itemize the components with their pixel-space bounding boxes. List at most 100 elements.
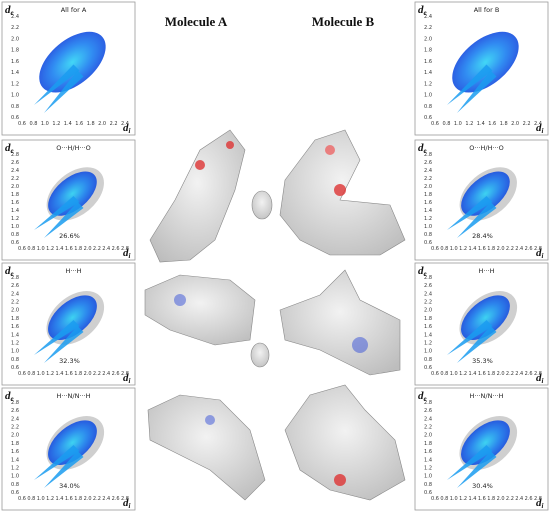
y-tick-label: 1.0 bbox=[11, 474, 19, 480]
spike bbox=[457, 451, 497, 488]
panel-label: All for A bbox=[61, 6, 87, 14]
x-tick-label: 1.4 bbox=[468, 371, 476, 377]
panel-label: H···N/N···H bbox=[469, 392, 503, 400]
x-tick-label: 1.6 bbox=[75, 121, 83, 127]
x-tick-label: 2.8 bbox=[121, 246, 129, 252]
y-tick-label: 2.6 bbox=[11, 160, 19, 166]
x-tick-label: 1.2 bbox=[465, 121, 473, 127]
y-tick-label: 1.4 bbox=[11, 457, 19, 463]
y-tick-label: 2.0 bbox=[424, 433, 432, 439]
y-tick-label: 2.4 bbox=[424, 291, 432, 297]
x-tick-label: 1.6 bbox=[478, 371, 486, 377]
y-tick-label: 2.6 bbox=[11, 283, 19, 289]
x-tick-label: 1.6 bbox=[478, 496, 486, 502]
y-tick-label: 0.6 bbox=[424, 240, 432, 246]
y-tick-label: 1.2 bbox=[11, 340, 19, 346]
spike bbox=[44, 70, 84, 113]
y-tick-label: 0.8 bbox=[424, 232, 432, 238]
x-tick-label: 1.6 bbox=[65, 496, 73, 502]
spike bbox=[457, 202, 497, 238]
y-tick-label: 2.6 bbox=[11, 408, 19, 414]
y-tick-label: 1.0 bbox=[424, 474, 432, 480]
cloud bbox=[48, 420, 97, 465]
x-tick-label: 1.8 bbox=[74, 371, 82, 377]
panel-border bbox=[1, 1, 136, 136]
spike bbox=[44, 326, 84, 363]
x-tick-label: 2.4 bbox=[102, 371, 110, 377]
x-tick-label: 2.6 bbox=[112, 496, 120, 502]
y-tick-label: 2.8 bbox=[11, 400, 19, 406]
panel-border bbox=[414, 387, 549, 511]
x-axis-label: di bbox=[123, 372, 131, 385]
y-axis-symbol: d bbox=[418, 265, 424, 277]
panel-border bbox=[414, 262, 549, 386]
y-axis-subscript: e bbox=[11, 270, 14, 278]
y-axis-label: de bbox=[5, 390, 14, 403]
x-axis-symbol: d bbox=[536, 122, 542, 134]
spike bbox=[34, 320, 80, 355]
cloud bbox=[48, 171, 97, 216]
x-tick-label: 1.4 bbox=[55, 496, 63, 502]
y-tick-label: 2.8 bbox=[11, 152, 19, 158]
x-tick-label: 0.8 bbox=[440, 496, 448, 502]
y-tick-label: 1.6 bbox=[11, 200, 19, 206]
x-tick-label: 1.4 bbox=[468, 246, 476, 252]
x-axis-subscript: i bbox=[129, 377, 131, 385]
y-axis-subscript: e bbox=[11, 147, 14, 155]
y-axis-label: de bbox=[418, 4, 427, 17]
y-axis-label: de bbox=[5, 4, 14, 17]
x-axis-label: di bbox=[536, 497, 544, 510]
y-tick-label: 1.4 bbox=[11, 332, 19, 338]
spike bbox=[457, 70, 497, 113]
x-tick-label: 1.8 bbox=[74, 496, 82, 502]
x-tick-label: 2.4 bbox=[102, 496, 110, 502]
x-axis-symbol: d bbox=[123, 122, 129, 134]
x-tick-label: 1.6 bbox=[65, 246, 73, 252]
panel-label: H···H bbox=[479, 267, 495, 275]
panel-label: All for B bbox=[474, 6, 500, 14]
x-tick-label: 0.6 bbox=[431, 371, 439, 377]
spike bbox=[447, 320, 493, 355]
y-tick-label: 2.2 bbox=[424, 25, 432, 31]
y-tick-label: 1.2 bbox=[11, 465, 19, 471]
x-tick-label: 1.6 bbox=[488, 121, 496, 127]
x-tick-label: 2.0 bbox=[497, 371, 505, 377]
x-axis-subscript: i bbox=[129, 252, 131, 260]
x-tick-label: 1.0 bbox=[450, 371, 458, 377]
y-tick-label: 2.6 bbox=[424, 408, 432, 414]
x-tick-label: 2.4 bbox=[515, 371, 523, 377]
y-tick-label: 1.2 bbox=[424, 216, 432, 222]
fingerprint-panel: dedi2.82.62.42.22.01.81.61.41.21.00.80.6… bbox=[1, 387, 136, 511]
y-tick-label: 0.8 bbox=[11, 357, 19, 363]
y-tick-label: 0.8 bbox=[11, 104, 19, 110]
y-tick-label: 2.2 bbox=[424, 176, 432, 182]
x-tick-label: 2.4 bbox=[121, 121, 129, 127]
y-tick-label: 1.0 bbox=[424, 93, 432, 99]
y-tick-label: 1.8 bbox=[424, 316, 432, 322]
cloud bbox=[461, 295, 510, 340]
x-tick-label: 0.6 bbox=[18, 121, 26, 127]
y-tick-label: 2.0 bbox=[11, 433, 19, 439]
x-axis-label: di bbox=[123, 497, 131, 510]
y-tick-label: 1.0 bbox=[11, 349, 19, 355]
fingerprint-panel: dedi2.82.62.42.22.01.81.61.41.21.00.80.6… bbox=[1, 262, 136, 386]
x-tick-label: 2.4 bbox=[515, 496, 523, 502]
y-axis-subscript: e bbox=[11, 9, 14, 17]
x-tick-label: 2.4 bbox=[534, 121, 542, 127]
y-tick-label: 0.6 bbox=[424, 115, 432, 121]
x-tick-label: 1.4 bbox=[477, 121, 485, 127]
x-tick-label: 2.0 bbox=[497, 496, 505, 502]
spike bbox=[34, 64, 80, 105]
y-tick-label: 1.6 bbox=[11, 324, 19, 330]
y-tick-label: 1.2 bbox=[11, 216, 19, 222]
x-axis-subscript: i bbox=[542, 252, 544, 260]
x-axis-label: di bbox=[536, 122, 544, 135]
y-tick-label: 2.4 bbox=[11, 291, 19, 297]
y-tick-label: 0.6 bbox=[11, 490, 19, 496]
percent-label: 28.4% bbox=[472, 232, 493, 240]
x-tick-label: 1.4 bbox=[55, 246, 63, 252]
y-axis-symbol: d bbox=[418, 142, 424, 154]
x-tick-label: 2.6 bbox=[112, 246, 120, 252]
y-tick-label: 0.8 bbox=[424, 482, 432, 488]
x-axis-label: di bbox=[123, 247, 131, 260]
